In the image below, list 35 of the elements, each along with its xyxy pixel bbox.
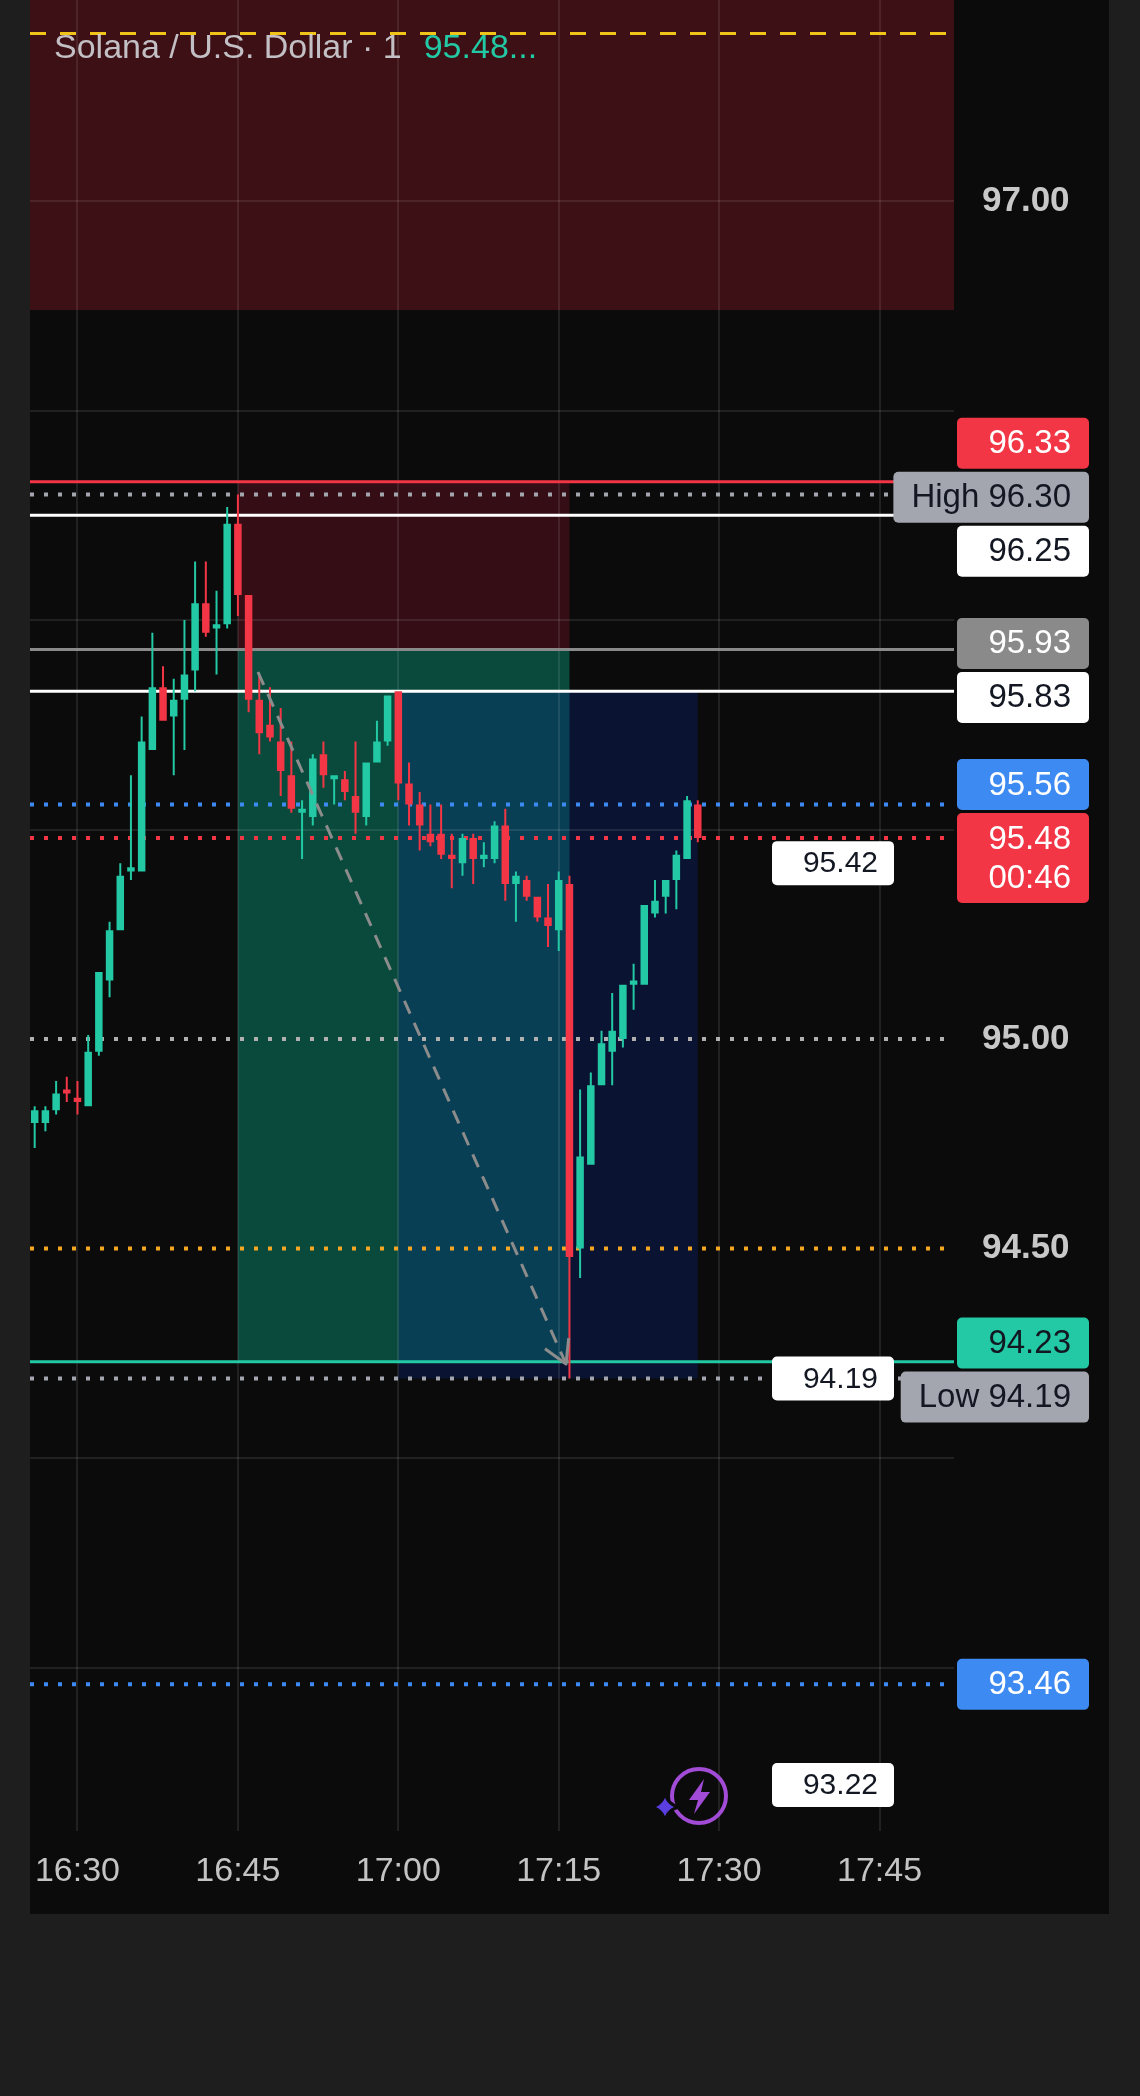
x-tick-label: 16:30 bbox=[34, 1849, 121, 1888]
candlestick bbox=[512, 871, 520, 922]
ref-line-label: 95.56 bbox=[988, 764, 1071, 802]
x-tick-label: 17:00 bbox=[355, 1849, 441, 1888]
candlestick bbox=[544, 884, 552, 947]
ref-line-label: 96.25 bbox=[988, 531, 1071, 569]
ref-line-label: High 96.30 bbox=[911, 477, 1071, 515]
candlestick bbox=[298, 800, 306, 859]
text: 95.48... bbox=[423, 27, 538, 65]
y-tick-label: 95.00 bbox=[982, 1016, 1070, 1056]
x-tick-label: 17:30 bbox=[676, 1849, 762, 1888]
candlestick bbox=[73, 1081, 82, 1115]
ref-line-label: 93.46 bbox=[988, 1664, 1071, 1702]
y2-tick-label: 93.22 bbox=[802, 1767, 878, 1801]
candlestick bbox=[608, 993, 616, 1086]
y-tick-label: 94.50 bbox=[982, 1226, 1070, 1266]
candlestick bbox=[212, 590, 221, 675]
text: Solana / U.S. Dollar · 1 bbox=[54, 27, 402, 65]
candlestick bbox=[63, 1076, 71, 1102]
x-tick-label: 16:45 bbox=[195, 1849, 281, 1888]
candlestick bbox=[127, 775, 135, 880]
ref-line-label: 94.23 bbox=[988, 1323, 1071, 1361]
ref-line-label: Low 94.19 bbox=[918, 1377, 1071, 1415]
x-tick-label: 17:45 bbox=[837, 1849, 923, 1888]
ref-line-label: 96.33 bbox=[988, 423, 1071, 461]
candlestick bbox=[330, 775, 338, 805]
y2-tick-label: 95.42 bbox=[802, 845, 878, 879]
ref-line-label: 95.48 00:46 bbox=[988, 818, 1071, 895]
y2-tick-label: 94.19 bbox=[802, 1360, 878, 1394]
ref-line-label: 95.83 bbox=[988, 677, 1071, 715]
ref-line-label: 95.93 bbox=[988, 623, 1071, 661]
candlestick bbox=[629, 963, 638, 1010]
y-tick-label: 97.00 bbox=[982, 178, 1070, 218]
candlestick bbox=[480, 842, 488, 868]
x-tick-label: 17:15 bbox=[516, 1849, 602, 1888]
